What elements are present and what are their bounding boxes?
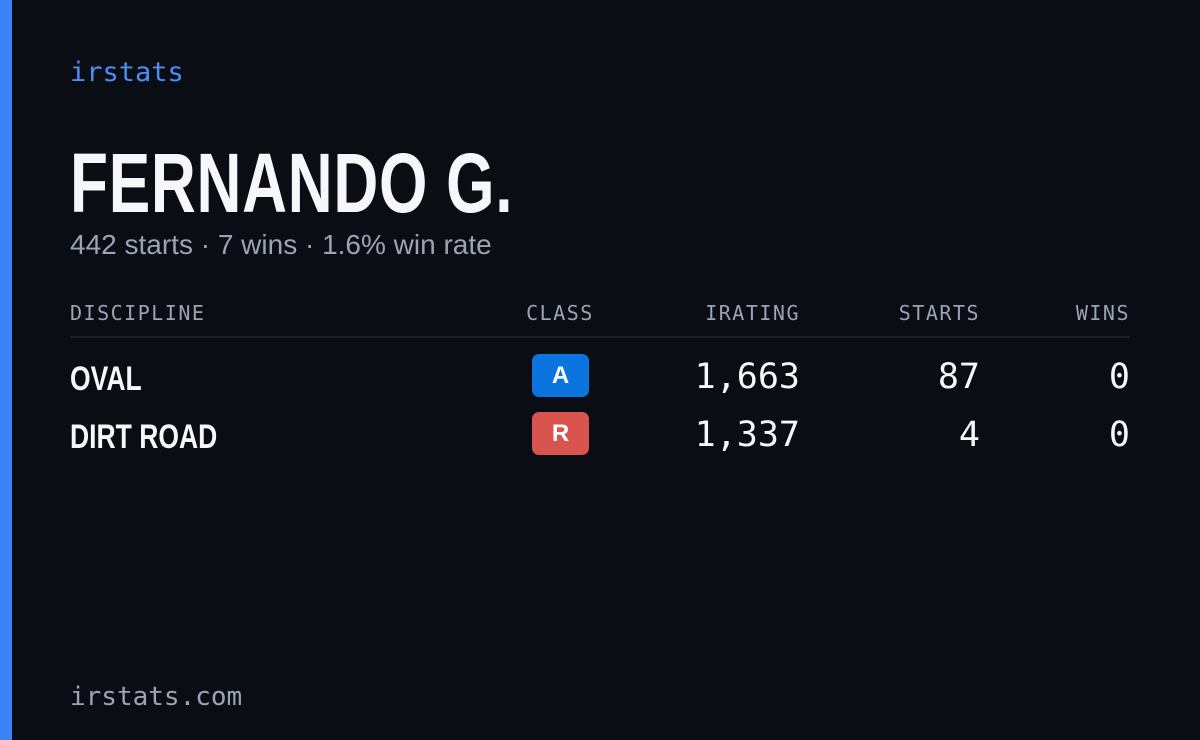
driver-name: FERNANDO G.	[70, 136, 514, 230]
brand: irstats	[70, 57, 184, 88]
column-header: IRATING	[705, 301, 800, 325]
irating-value: 1,337	[694, 415, 800, 455]
column-header: STARTS	[898, 301, 980, 325]
starts-value: 4	[958, 415, 980, 455]
starts-value: 87	[937, 357, 980, 397]
footer: irstats.com	[70, 682, 243, 712]
column-header: DISCIPLINE	[70, 301, 206, 325]
summary: 442 starts · 7 wins · 1.6% win rate	[70, 229, 492, 260]
wins-value: 0	[1108, 357, 1130, 397]
discipline: OVAL	[70, 360, 142, 398]
column-header: CLASS	[526, 301, 594, 325]
column-header: WINS	[1075, 301, 1130, 325]
wins-value: 0	[1108, 415, 1130, 455]
irating-value: 1,663	[694, 357, 800, 397]
class-badge: A	[532, 354, 589, 397]
header-rule	[70, 336, 1130, 338]
accent-bar	[0, 0, 12, 740]
discipline: DIRT ROAD	[70, 418, 218, 456]
class-badge: R	[532, 412, 589, 455]
